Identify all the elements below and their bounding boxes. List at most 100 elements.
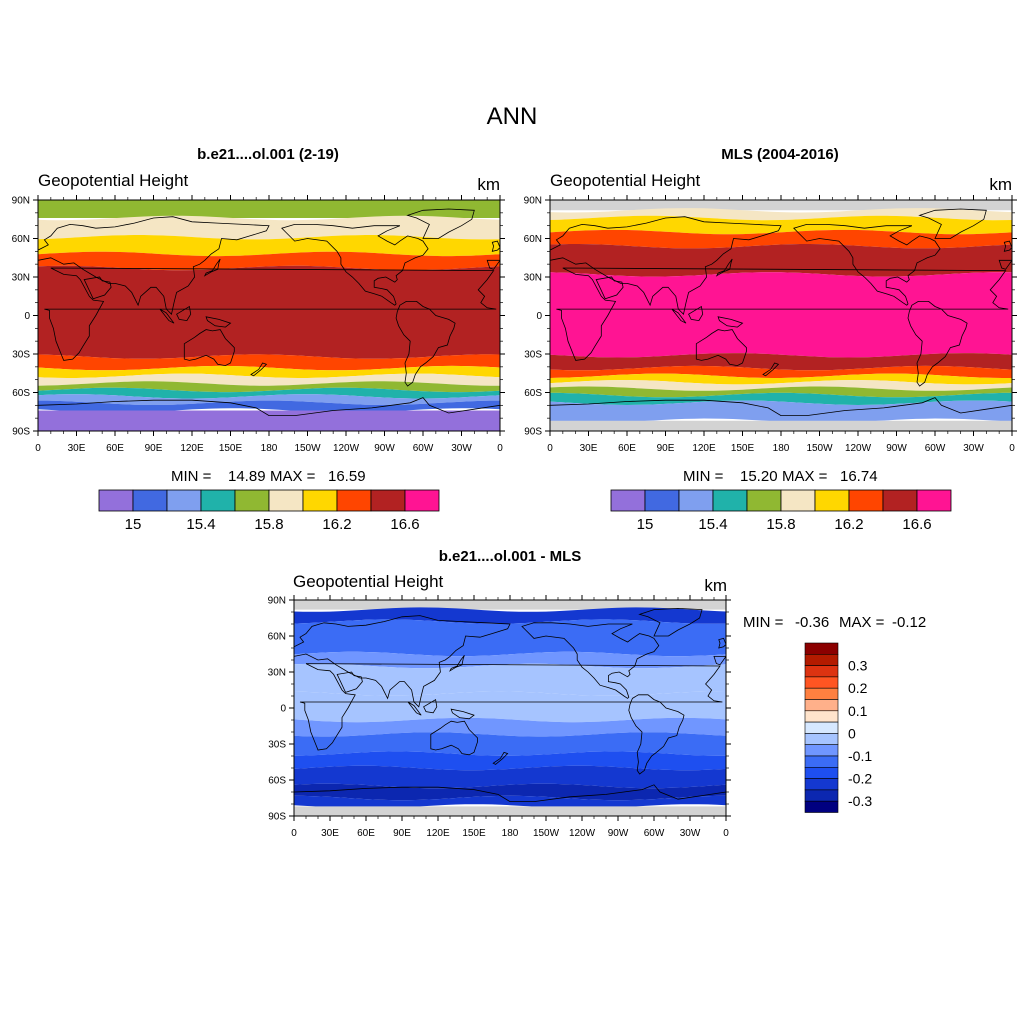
colorbar-label: 16.2 xyxy=(322,516,351,533)
lat-tick-label: 0 xyxy=(24,311,30,322)
colorbar-swatch xyxy=(804,676,839,689)
contour-band xyxy=(294,751,726,771)
units-label: km xyxy=(704,576,727,595)
lat-tick-label: 90N xyxy=(12,196,30,207)
coastline xyxy=(907,301,968,387)
panel-diff: b.e21....ol.001 - MLS Geopotential Heigh… xyxy=(268,548,927,839)
axis-ticks-model: 90N 60N 30N 0 30S 60S 90S 0 30E 60E 90E 120E 150E 180… xyxy=(12,195,505,454)
variable-label: Geopotential Height xyxy=(293,572,444,591)
contour-band xyxy=(294,795,726,809)
contour-band xyxy=(550,353,1012,371)
lon-tick-label: 150W xyxy=(533,828,560,839)
coastline xyxy=(294,615,511,708)
max-value: 16.74 xyxy=(840,468,878,485)
figure-title: ANN xyxy=(487,103,538,130)
coastline xyxy=(203,258,221,277)
contour-fill xyxy=(38,200,500,431)
coastline xyxy=(717,316,744,328)
colorbar-label: 15.8 xyxy=(254,516,283,533)
coastline xyxy=(688,305,704,322)
coastline xyxy=(430,720,478,756)
lat-tick-label: 90N xyxy=(524,196,542,207)
lon-tick-label: 60E xyxy=(618,443,636,454)
lon-tick-label: 180 xyxy=(502,828,519,839)
contour-band xyxy=(550,420,1012,431)
contour-band xyxy=(38,400,500,413)
max-label: MAX = xyxy=(839,614,885,631)
lon-tick-label: 60W xyxy=(644,828,665,839)
lon-tick-label: 30W xyxy=(963,443,984,454)
coastline xyxy=(595,276,624,300)
lon-tick-label: 120E xyxy=(180,443,204,454)
min-value: -0.36 xyxy=(795,614,829,631)
contour-band xyxy=(38,373,500,386)
colorbar-swatch xyxy=(610,489,646,512)
lat-tick-label: 0 xyxy=(536,311,542,322)
lat-tick-label: 0 xyxy=(280,704,286,715)
colorbar-label: 16.6 xyxy=(390,516,419,533)
panel-model: b.e21....ol.001 (2-19) Geopotential Heig… xyxy=(12,146,505,533)
coastline xyxy=(998,259,1012,270)
lon-tick-label: 120W xyxy=(845,443,872,454)
lat-tick-label: 30N xyxy=(524,273,542,284)
contour-band xyxy=(38,265,500,359)
coastline xyxy=(183,329,235,367)
lon-tick-label: 150E xyxy=(731,443,755,454)
coastline xyxy=(159,308,175,324)
colorbar-diff: 0.3 0.2 0.1 0 -0.1 -0.2 -0.3 xyxy=(804,642,872,813)
colorbar-swatch xyxy=(712,489,748,512)
lon-tick-label: 120W xyxy=(569,828,596,839)
coastline xyxy=(299,663,723,751)
lon-tick-label: 120W xyxy=(333,443,360,454)
coastline xyxy=(395,301,456,387)
colorbar-swatch xyxy=(804,733,839,746)
lon-tick-label: 150W xyxy=(294,443,321,454)
colorbar-label: 0 xyxy=(848,725,856,741)
contour-band xyxy=(294,806,726,816)
colorbar-label: 15 xyxy=(637,516,654,533)
panel-obs: MLS (2004-2016) Geopotential Height km 9… xyxy=(524,146,1017,533)
contour-band xyxy=(294,732,726,756)
lon-tick-label: 90E xyxy=(657,443,675,454)
coastline xyxy=(423,698,438,714)
lon-tick-label: 150W xyxy=(806,443,833,454)
lon-tick-label: 60E xyxy=(357,828,375,839)
contour-band xyxy=(550,392,1012,405)
colorbar-swatch xyxy=(804,642,839,655)
coastline xyxy=(718,637,726,649)
contour-band xyxy=(550,386,1012,398)
contour-band xyxy=(550,272,1012,358)
colorbar-swatch xyxy=(404,489,440,512)
colorbar-label: 0.1 xyxy=(848,703,868,719)
min-label: MIN = xyxy=(743,614,784,631)
colorbar-swatch xyxy=(166,489,202,512)
lon-tick-label: 30E xyxy=(580,443,598,454)
coastline xyxy=(793,224,941,306)
coastline xyxy=(294,784,726,816)
lon-tick-label: 90W xyxy=(608,828,629,839)
contour-band xyxy=(38,200,500,218)
lon-tick-label: 0 xyxy=(547,443,553,454)
axis-ticks-obs: 90N 60N 30N 0 30S 60S 90S 0 30E 60E 90E 120E 150E 180… xyxy=(524,195,1017,454)
coastline xyxy=(628,694,685,775)
colorbar-swatch xyxy=(200,489,236,512)
colorbar-swatch xyxy=(804,789,839,802)
lon-tick-label: 150E xyxy=(219,443,243,454)
colorbar-model: 15 15.4 15.8 16.2 16.6 xyxy=(98,489,440,533)
coastline xyxy=(715,258,733,277)
colorbar-label: 16.2 xyxy=(834,516,863,533)
coastline xyxy=(556,267,1009,361)
coastline xyxy=(486,259,500,270)
coastline xyxy=(1003,240,1012,252)
colorbar-label: -0.1 xyxy=(848,748,872,764)
max-value: 16.59 xyxy=(328,468,366,485)
coastline xyxy=(550,397,1012,431)
contour-band xyxy=(294,663,726,696)
variable-label: Geopotential Height xyxy=(38,171,189,190)
contour-band xyxy=(294,783,726,801)
min-label: MIN = xyxy=(171,468,212,485)
contour-band xyxy=(38,410,500,431)
coastline xyxy=(638,607,703,637)
coastline xyxy=(176,305,192,322)
contour-band xyxy=(38,235,500,257)
